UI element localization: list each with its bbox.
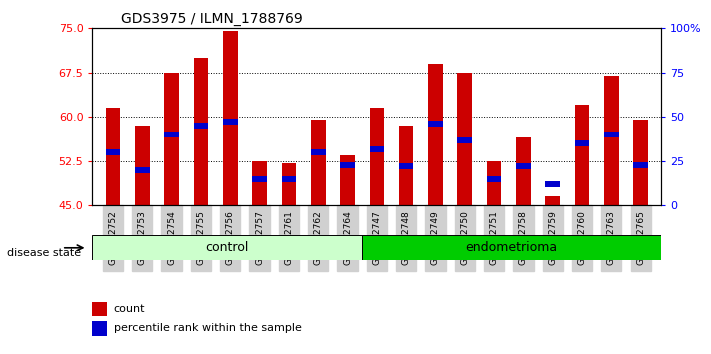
Bar xyxy=(92,321,107,336)
Bar xyxy=(164,132,179,137)
Bar xyxy=(604,132,619,137)
Bar xyxy=(193,123,208,129)
Bar xyxy=(106,108,120,205)
Bar xyxy=(634,162,648,167)
Bar xyxy=(282,176,296,182)
Text: disease state: disease state xyxy=(7,248,81,258)
Bar xyxy=(487,176,501,182)
Bar xyxy=(516,164,530,169)
Bar xyxy=(223,119,237,125)
Bar xyxy=(574,105,589,205)
Bar xyxy=(223,31,237,205)
Bar xyxy=(516,137,530,205)
Bar xyxy=(428,64,443,205)
Bar xyxy=(311,149,326,155)
Bar xyxy=(340,155,355,205)
Bar xyxy=(604,75,619,205)
Bar xyxy=(92,302,107,316)
Bar xyxy=(164,73,179,205)
Bar xyxy=(106,149,120,155)
Bar xyxy=(457,73,472,205)
Bar xyxy=(252,176,267,182)
Bar xyxy=(545,181,560,187)
Bar xyxy=(428,121,443,127)
Bar xyxy=(311,120,326,205)
Bar xyxy=(252,161,267,205)
Text: endometrioma: endometrioma xyxy=(466,241,557,254)
Bar xyxy=(370,146,384,152)
Bar xyxy=(487,161,501,205)
Bar xyxy=(545,196,560,205)
Bar xyxy=(634,120,648,205)
Bar xyxy=(370,108,384,205)
Text: control: control xyxy=(205,241,249,254)
Text: percentile rank within the sample: percentile rank within the sample xyxy=(114,323,301,333)
Text: count: count xyxy=(114,304,145,314)
Bar xyxy=(92,235,362,260)
Bar xyxy=(399,164,414,169)
Bar xyxy=(399,126,414,205)
Bar xyxy=(362,235,661,260)
Bar xyxy=(282,163,296,205)
Bar xyxy=(135,126,149,205)
Bar xyxy=(457,137,472,143)
Bar xyxy=(340,162,355,167)
Bar xyxy=(193,58,208,205)
Bar xyxy=(574,141,589,146)
Text: GDS3975 / ILMN_1788769: GDS3975 / ILMN_1788769 xyxy=(121,12,303,26)
Bar xyxy=(135,167,149,173)
